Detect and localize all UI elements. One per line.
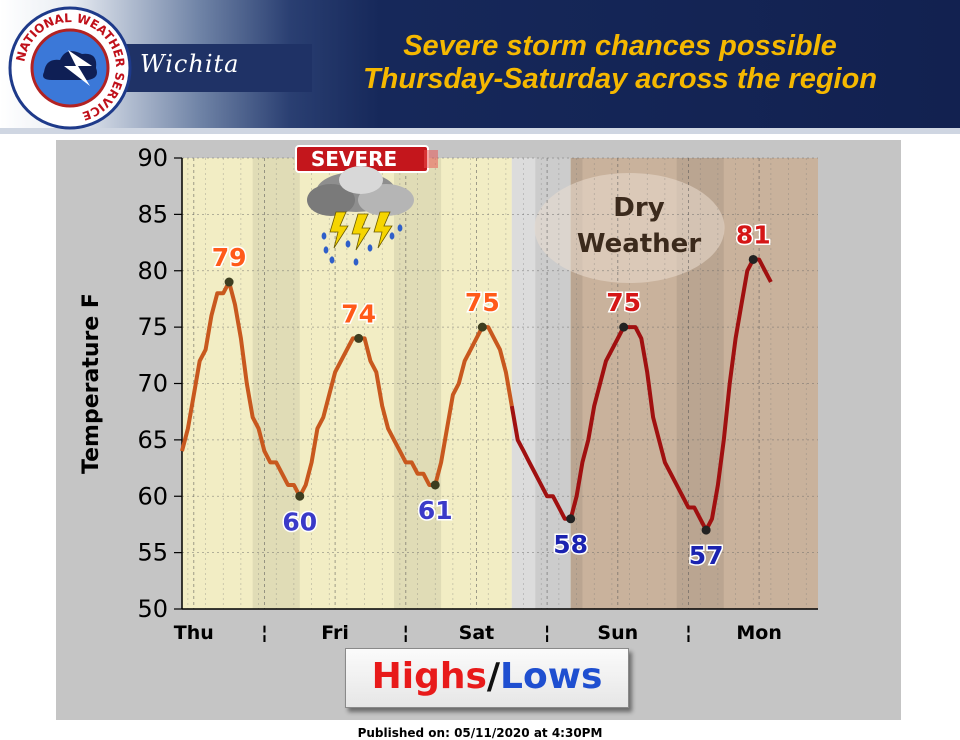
x-tick-label: ¦ xyxy=(685,622,692,644)
x-tick-label: ¦ xyxy=(402,622,409,644)
lightning-bolt-icon xyxy=(351,213,371,251)
legend-separator: / xyxy=(486,656,501,697)
storm-cloud-part xyxy=(339,166,383,194)
extreme-point xyxy=(701,525,711,535)
temp-label-high: 79 xyxy=(212,243,247,272)
header-banner: NATIONAL WEATHER SERVICE Wichita Severe … xyxy=(0,0,960,134)
dry-weather-label-2: Weather xyxy=(577,229,702,259)
extreme-point xyxy=(748,254,758,264)
legend-box: Highs/Lows xyxy=(345,648,629,708)
extreme-point xyxy=(477,322,487,332)
lightning-bolt-icon xyxy=(329,211,349,249)
raindrop-icon xyxy=(389,232,395,240)
storm-icon xyxy=(307,166,414,266)
severe-badge-glow xyxy=(424,150,438,168)
extreme-point xyxy=(566,514,576,524)
extreme-point xyxy=(224,277,234,287)
temp-label-low: 61 xyxy=(418,496,453,525)
temperature-chart: 50 55 60 65 70 75 80 85 90 Thu ¦ Fri ¦ Sat ¦ Sun ¦ Mon Tem… xyxy=(79,144,818,644)
extreme-point xyxy=(430,480,440,490)
nws-logo: NATIONAL WEATHER SERVICE xyxy=(8,6,132,130)
y-tick-label: 65 xyxy=(137,426,168,454)
y-tick-label: 60 xyxy=(137,482,168,510)
extreme-point xyxy=(295,491,305,501)
y-tick-label: 70 xyxy=(137,370,168,398)
office-name: Wichita xyxy=(140,50,240,78)
dry-weather-label-1: Dry xyxy=(613,193,664,223)
header-stripe xyxy=(0,128,960,134)
published-timestamp: Published on: 05/11/2020 at 4:30PM xyxy=(357,726,603,740)
temp-label-high: 75 xyxy=(465,288,500,317)
x-tick-label: Sat xyxy=(459,622,495,644)
raindrop-icon xyxy=(329,256,335,264)
extreme-point xyxy=(354,333,364,343)
temp-label-low: 60 xyxy=(282,507,317,536)
y-tick-label: 85 xyxy=(137,200,168,228)
temp-label-high: 81 xyxy=(736,220,771,249)
headline-line-2: Thursday-Saturday across the region xyxy=(362,63,878,95)
raindrop-icon xyxy=(321,232,327,240)
y-tick-label: 50 xyxy=(137,595,168,623)
temperature-line-past xyxy=(180,280,514,499)
x-tick-label: Sun xyxy=(597,622,638,644)
y-axis-label: Temperature F xyxy=(79,293,104,474)
x-tick-label: ¦ xyxy=(261,622,268,644)
y-tick-label: 80 xyxy=(137,257,168,285)
temp-label-low: 58 xyxy=(553,530,588,559)
temp-label-high: 75 xyxy=(606,288,641,317)
raindrop-icon xyxy=(367,244,373,252)
y-tick-label: 75 xyxy=(137,313,168,341)
raindrop-icon xyxy=(323,246,329,254)
y-tick-label: 55 xyxy=(137,539,168,567)
lightning-bolt-icon xyxy=(373,211,393,249)
extreme-point xyxy=(619,322,629,332)
chart-panel: 50 55 60 65 70 75 80 85 90 Thu ¦ Fri ¦ Sat ¦ Sun ¦ Mon Tem… xyxy=(56,140,901,720)
y-tick-label: 90 xyxy=(137,144,168,172)
x-tick-label: Fri xyxy=(321,622,349,644)
legend-highs: Highs xyxy=(371,656,487,697)
headline-line-1: Severe storm chances possible xyxy=(403,30,837,62)
temp-label-high: 74 xyxy=(341,299,376,328)
temperature-line-forecast xyxy=(509,257,773,533)
x-tick-label: Thu xyxy=(174,622,214,644)
x-tick-label: Mon xyxy=(736,622,782,644)
x-tick-label: ¦ xyxy=(544,622,551,644)
legend-lows: Lows xyxy=(500,656,603,697)
raindrop-icon xyxy=(345,240,351,248)
raindrop-icon xyxy=(353,258,359,266)
raindrop-icon xyxy=(397,224,403,232)
temp-label-low: 57 xyxy=(689,541,724,570)
storm-cloud-part xyxy=(307,184,355,216)
